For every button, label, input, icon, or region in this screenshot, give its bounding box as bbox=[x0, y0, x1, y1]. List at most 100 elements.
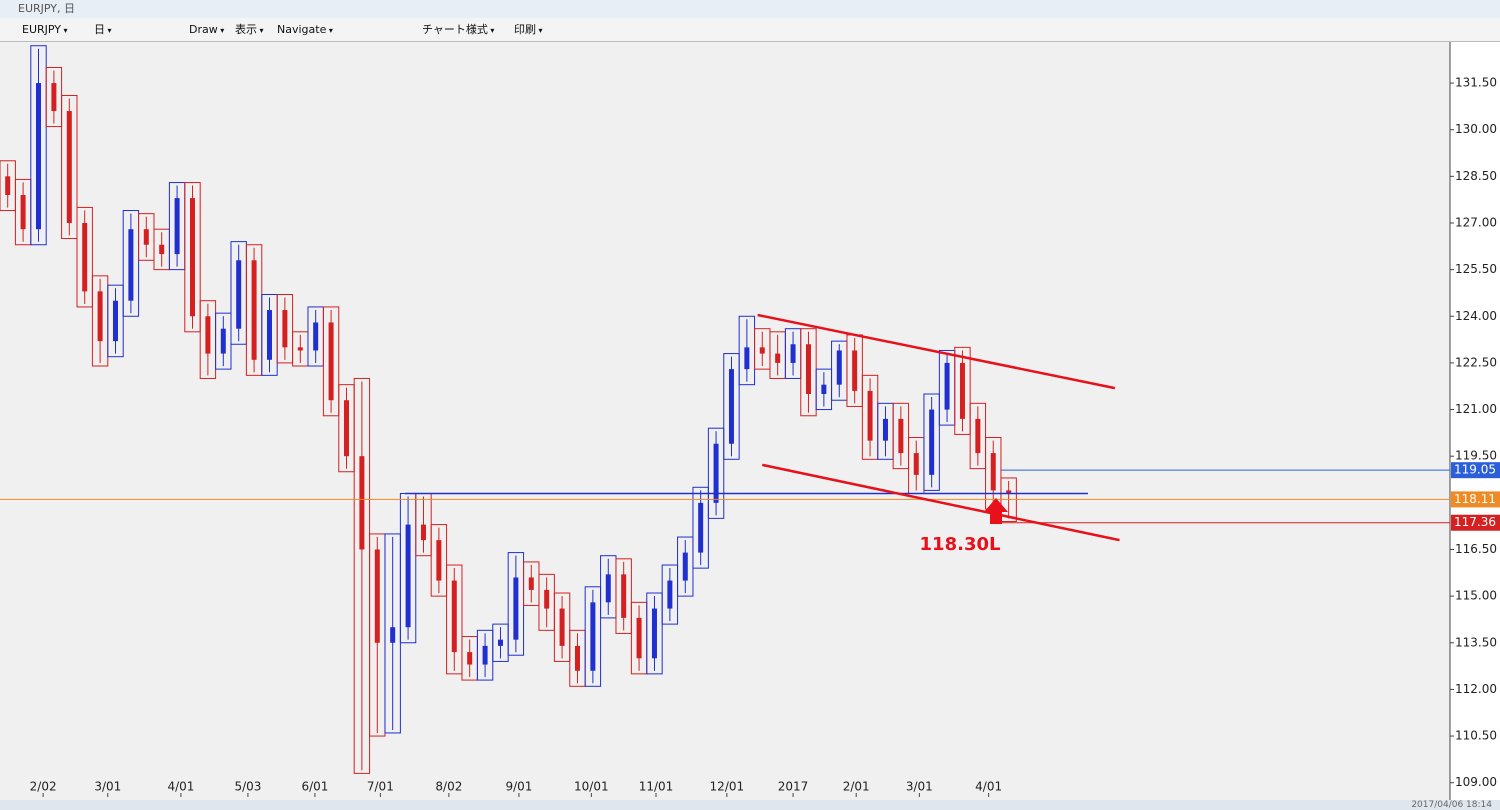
body bbox=[759, 347, 765, 354]
body bbox=[559, 608, 565, 646]
body bbox=[35, 83, 41, 230]
range-box bbox=[615, 558, 632, 634]
range-box bbox=[122, 210, 140, 317]
body bbox=[97, 291, 103, 342]
range-box bbox=[553, 592, 571, 662]
period-select[interactable]: 日 bbox=[94, 18, 112, 42]
y-tick-label: 110.50 bbox=[1455, 729, 1497, 743]
body bbox=[451, 580, 457, 653]
arrow bbox=[984, 498, 1008, 524]
body bbox=[836, 350, 842, 385]
price-label-box bbox=[1451, 491, 1500, 508]
body bbox=[82, 222, 88, 292]
body bbox=[343, 400, 349, 457]
range-box bbox=[584, 586, 602, 687]
body bbox=[775, 353, 781, 363]
body bbox=[636, 617, 642, 659]
y-tick-label: 112.00 bbox=[1455, 682, 1497, 696]
x-tick-label: 10/01 bbox=[574, 780, 609, 794]
body bbox=[159, 244, 165, 255]
x-tick-label: 12/01 bbox=[710, 780, 745, 794]
y-tick-label: 131.50 bbox=[1455, 76, 1497, 90]
body bbox=[913, 453, 919, 475]
body bbox=[20, 194, 26, 230]
x-tick-label: 3/01 bbox=[906, 780, 933, 794]
x-tick-label: 4/01 bbox=[167, 780, 194, 794]
body bbox=[682, 552, 688, 581]
x-tick-label: 9/01 bbox=[505, 780, 532, 794]
range-box bbox=[446, 564, 463, 675]
body bbox=[51, 83, 57, 112]
body bbox=[528, 577, 534, 590]
body bbox=[728, 369, 734, 444]
body bbox=[266, 310, 272, 360]
x-tick-label: 2/01 bbox=[843, 780, 870, 794]
x-tick-label: 3/01 bbox=[94, 780, 121, 794]
body bbox=[328, 322, 334, 401]
y-tick-label: 119.50 bbox=[1455, 449, 1497, 463]
body bbox=[128, 229, 134, 301]
price-label: 119.05 bbox=[1454, 463, 1496, 477]
body bbox=[574, 645, 580, 671]
body bbox=[990, 453, 996, 491]
range-box bbox=[184, 182, 201, 333]
range-box bbox=[322, 306, 340, 417]
price-label-box bbox=[1451, 514, 1500, 531]
body bbox=[929, 409, 935, 475]
body bbox=[5, 176, 11, 195]
y-tick-label: 116.50 bbox=[1455, 542, 1497, 556]
range-box bbox=[969, 402, 987, 470]
x-tick-label: 2017 bbox=[778, 780, 809, 794]
x-tick-label: 5/03 bbox=[234, 780, 261, 794]
body bbox=[220, 328, 226, 354]
annotation: 118.30L bbox=[920, 534, 1001, 555]
draw-menu[interactable]: Draw bbox=[189, 18, 224, 42]
toolbar: EURJPY 日 Draw 表示 Navigate チャート様式 印刷 bbox=[0, 18, 1500, 42]
y-tick-label: 128.50 bbox=[1455, 169, 1497, 183]
x-tick-label: 4/01 bbox=[975, 780, 1002, 794]
status-text: 2017/04/06 18:14 bbox=[1411, 800, 1492, 810]
range-box bbox=[723, 353, 740, 460]
body bbox=[236, 260, 242, 329]
body bbox=[882, 418, 888, 441]
range-box bbox=[61, 94, 78, 240]
body bbox=[944, 362, 950, 410]
range-box bbox=[646, 592, 663, 675]
navigate-menu[interactable]: Navigate bbox=[277, 18, 333, 42]
body bbox=[313, 322, 319, 351]
title-bar: EURJPY, 日 bbox=[0, 0, 1500, 18]
x-tick-label: 7/01 bbox=[367, 780, 394, 794]
symbol-select[interactable]: EURJPY bbox=[22, 18, 68, 42]
body bbox=[821, 384, 827, 395]
y-tick-label: 130.00 bbox=[1455, 122, 1497, 136]
range-box bbox=[923, 393, 940, 491]
body bbox=[251, 260, 257, 360]
body bbox=[420, 524, 426, 541]
window-title: EURJPY, 日 bbox=[18, 2, 75, 15]
y-tick-label: 124.00 bbox=[1455, 309, 1497, 323]
plot-background bbox=[0, 42, 1450, 800]
body bbox=[482, 645, 488, 665]
body bbox=[898, 418, 904, 454]
price-label-box bbox=[1451, 462, 1500, 479]
y-tick-label: 125.50 bbox=[1455, 262, 1497, 276]
range-box bbox=[76, 206, 93, 308]
view-menu[interactable]: 表示 bbox=[235, 18, 264, 42]
body bbox=[143, 229, 149, 245]
range-box bbox=[107, 284, 124, 358]
chart: 131.50 130.00 128.50 127.00 125.50 124.00 122.… bbox=[0, 42, 1500, 800]
print-menu[interactable]: 印刷 bbox=[514, 18, 543, 42]
y-tick-label: 113.50 bbox=[1455, 635, 1497, 649]
y-tick-label: 122.50 bbox=[1455, 355, 1497, 369]
body bbox=[852, 350, 858, 391]
body bbox=[436, 540, 442, 581]
body bbox=[205, 316, 211, 354]
body bbox=[174, 198, 180, 255]
body bbox=[651, 608, 657, 659]
y-tick-label: 121.00 bbox=[1455, 402, 1497, 416]
y-tick-label: 109.00 bbox=[1455, 775, 1497, 789]
body bbox=[667, 580, 673, 609]
body bbox=[112, 300, 118, 342]
style-menu[interactable]: チャート様式 bbox=[422, 18, 494, 42]
